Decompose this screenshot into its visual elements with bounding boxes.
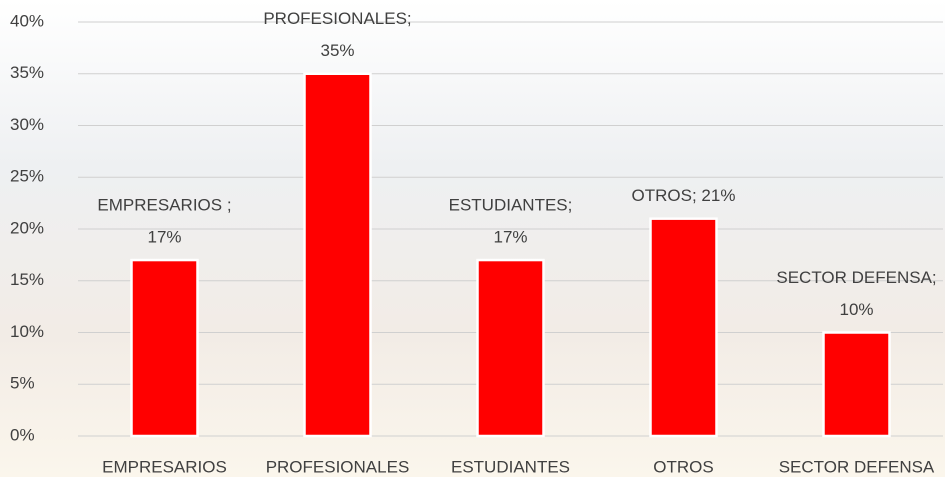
y-tick-label: 20%: [10, 218, 44, 237]
x-tick-label: PROFESIONALES: [266, 457, 410, 476]
x-tick-label: OTROS: [653, 457, 713, 476]
y-tick-label: 15%: [10, 270, 44, 289]
x-tick-label: EMPRESARIOS: [102, 457, 227, 476]
y-tick-label: 30%: [10, 115, 44, 134]
bar: [824, 333, 890, 437]
bar: [305, 74, 371, 436]
data-label: 17%: [493, 228, 527, 247]
x-tick-label: SECTOR DEFENSA: [779, 457, 935, 476]
data-label: 35%: [320, 41, 354, 60]
y-tick-label: 35%: [10, 63, 44, 82]
chart: 0% 5% 10% 15% 20% 25% 30% 35% 40% EMPRESARIOS EMPR…: [0, 0, 945, 477]
bar: [651, 219, 717, 436]
y-tick-label: 0%: [10, 425, 35, 444]
data-label: 10%: [839, 300, 873, 319]
y-tick-label: 10%: [10, 322, 44, 341]
data-label: EMPRESARIOS ;: [97, 196, 231, 215]
y-tick-label: 25%: [10, 167, 44, 186]
y-tick-label: 40%: [10, 11, 44, 30]
y-tick-label: 5%: [10, 374, 35, 393]
x-tick-label: ESTUDIANTES: [451, 457, 570, 476]
bar: [132, 260, 198, 436]
bar: [478, 260, 544, 436]
data-label: OTROS; 21%: [632, 186, 736, 205]
data-label: SECTOR DEFENSA;: [776, 268, 936, 287]
data-label: PROFESIONALES;: [263, 9, 411, 28]
data-label: ESTUDIANTES;: [449, 196, 573, 215]
data-label: 17%: [147, 228, 181, 247]
